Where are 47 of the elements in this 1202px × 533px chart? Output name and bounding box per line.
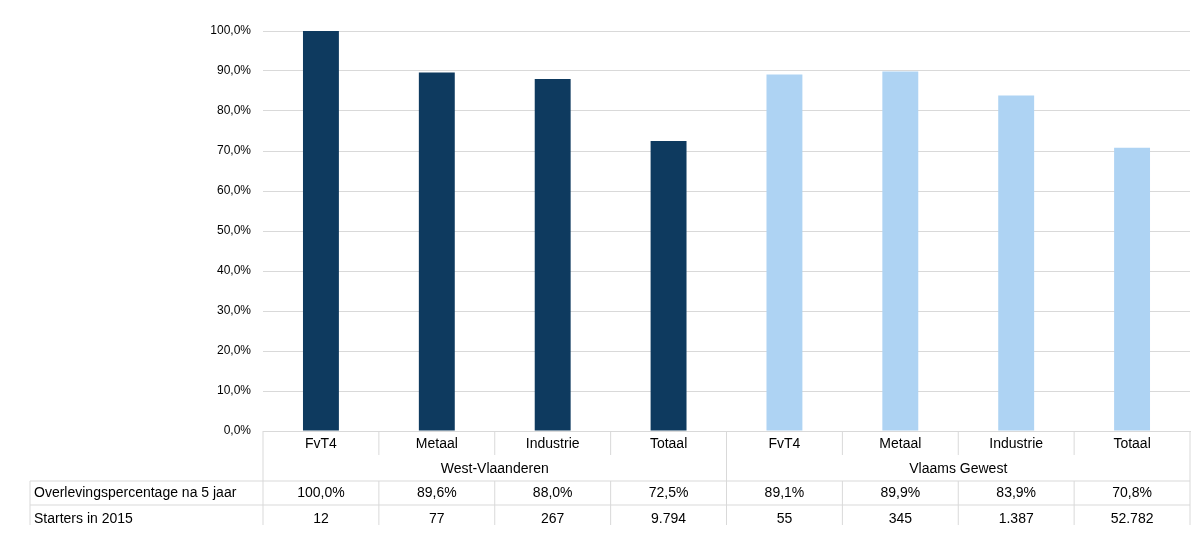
y-tick-label: 100,0% [210,23,252,38]
bar [998,95,1035,431]
x-tick-label: FvT4 [304,435,338,452]
bar [418,72,455,431]
y-tick-label: 40,0% [216,263,252,278]
bar [534,79,571,431]
text: 12 [313,509,329,526]
y-tick-label: 10,0% [216,383,252,398]
y-tick-label: 90,0% [216,63,252,78]
text: 345 [888,509,913,526]
bar [882,71,919,431]
bar [650,141,687,431]
data-label: 89,9% [880,483,921,500]
x-tick-label: Totaal [649,435,688,452]
y-tick-label: 60,0% [216,183,252,198]
x-tick-label: Metaal [415,435,458,452]
text: West-Vlaanderen [440,459,549,476]
text: 77 [429,509,445,526]
x-tick-label: Metaal [879,435,922,452]
text: 55 [776,509,793,526]
y-tick-label: 0,0% [223,423,252,438]
text: 267 [541,509,565,526]
data-label: 89,6% [416,483,457,500]
data-label: 100,0% [297,483,345,500]
bar [302,31,339,431]
data-label: 88,0% [532,483,573,500]
bar [766,74,803,431]
text: Vlaams Gewest [909,459,1008,476]
data-label: 70,8% [1112,483,1152,500]
x-tick-label: Industrie [989,435,1044,452]
y-tick-label: 80,0% [216,103,252,118]
y-tick-label: 50,0% [216,223,252,238]
bar [1114,147,1151,431]
text: Starters in 2015 [34,509,134,526]
text: 52.782 [1110,509,1154,526]
x-tick-label: Industrie [525,435,580,452]
y-tick-label: 20,0% [216,343,252,358]
data-label: 72,5% [648,483,689,500]
text: Overlevingspercentage na 5 jaar [34,483,237,500]
text: 9.794 [651,509,687,526]
x-tick-label: FvT4 [768,435,801,452]
text: 1.387 [998,509,1034,526]
y-tick-label: 70,0% [216,143,252,158]
y-tick-label: 30,0% [216,303,252,318]
data-label: 83,9% [996,483,1037,500]
x-tick-label: Totaal [1113,435,1151,452]
data-label: 89,1% [764,483,805,500]
